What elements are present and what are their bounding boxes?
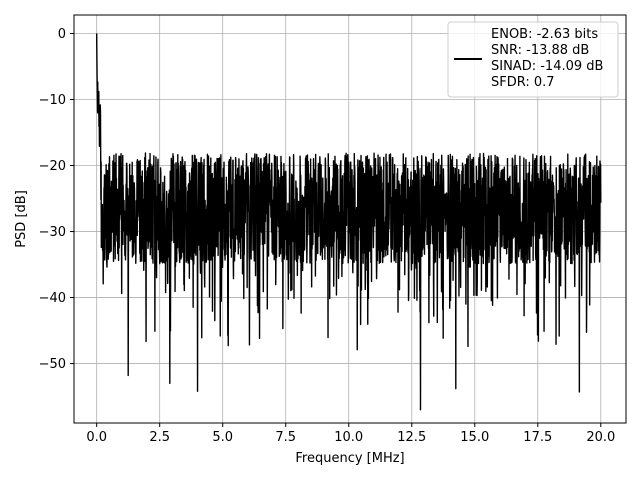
x-tick-label: 7.5 (275, 430, 296, 445)
psd-series-line (95, 33, 602, 411)
y-tick-label: −40 (39, 291, 66, 306)
y-tick-label: −50 (39, 357, 66, 372)
x-tick-label: 15.0 (460, 430, 489, 445)
legend-sinad: SINAD: -14.09 dB (491, 59, 603, 74)
ticks: 0.0 2.5 5.0 7.5 10.0 12.5 15.0 17.5 20.0 0 −10 −20 −… (39, 27, 616, 445)
legend-enob: ENOB: -2.63 bits (491, 27, 598, 42)
x-tick-label: 2.5 (149, 430, 170, 445)
x-tick-label: 17.5 (523, 430, 552, 445)
y-tick-label: −10 (39, 93, 66, 108)
x-tick-label: 10.0 (334, 430, 363, 445)
x-tick-label: 20.0 (586, 430, 615, 445)
x-axis-label: Frequency [MHz] (295, 451, 404, 466)
axes-frame (73, 14, 627, 424)
y-tick-label: 0 (58, 27, 66, 42)
x-tick-label: 0.0 (86, 430, 107, 445)
legend-snr: SNR: -13.88 dB (491, 43, 589, 58)
legend-sfdr: SFDR: 0.7 (491, 75, 555, 90)
y-tick-label: −20 (39, 159, 66, 174)
y-axis-label: PSD [dB] (14, 190, 29, 248)
y-tick-label: −30 (39, 225, 66, 240)
legend: ENOB: -2.63 bits SNR: -13.88 dB SINAD: -… (447, 21, 619, 98)
plot-area (95, 33, 602, 411)
x-tick-label: 12.5 (397, 430, 426, 445)
x-tick-label: 5.0 (212, 430, 233, 445)
legend-box (447, 21, 619, 98)
